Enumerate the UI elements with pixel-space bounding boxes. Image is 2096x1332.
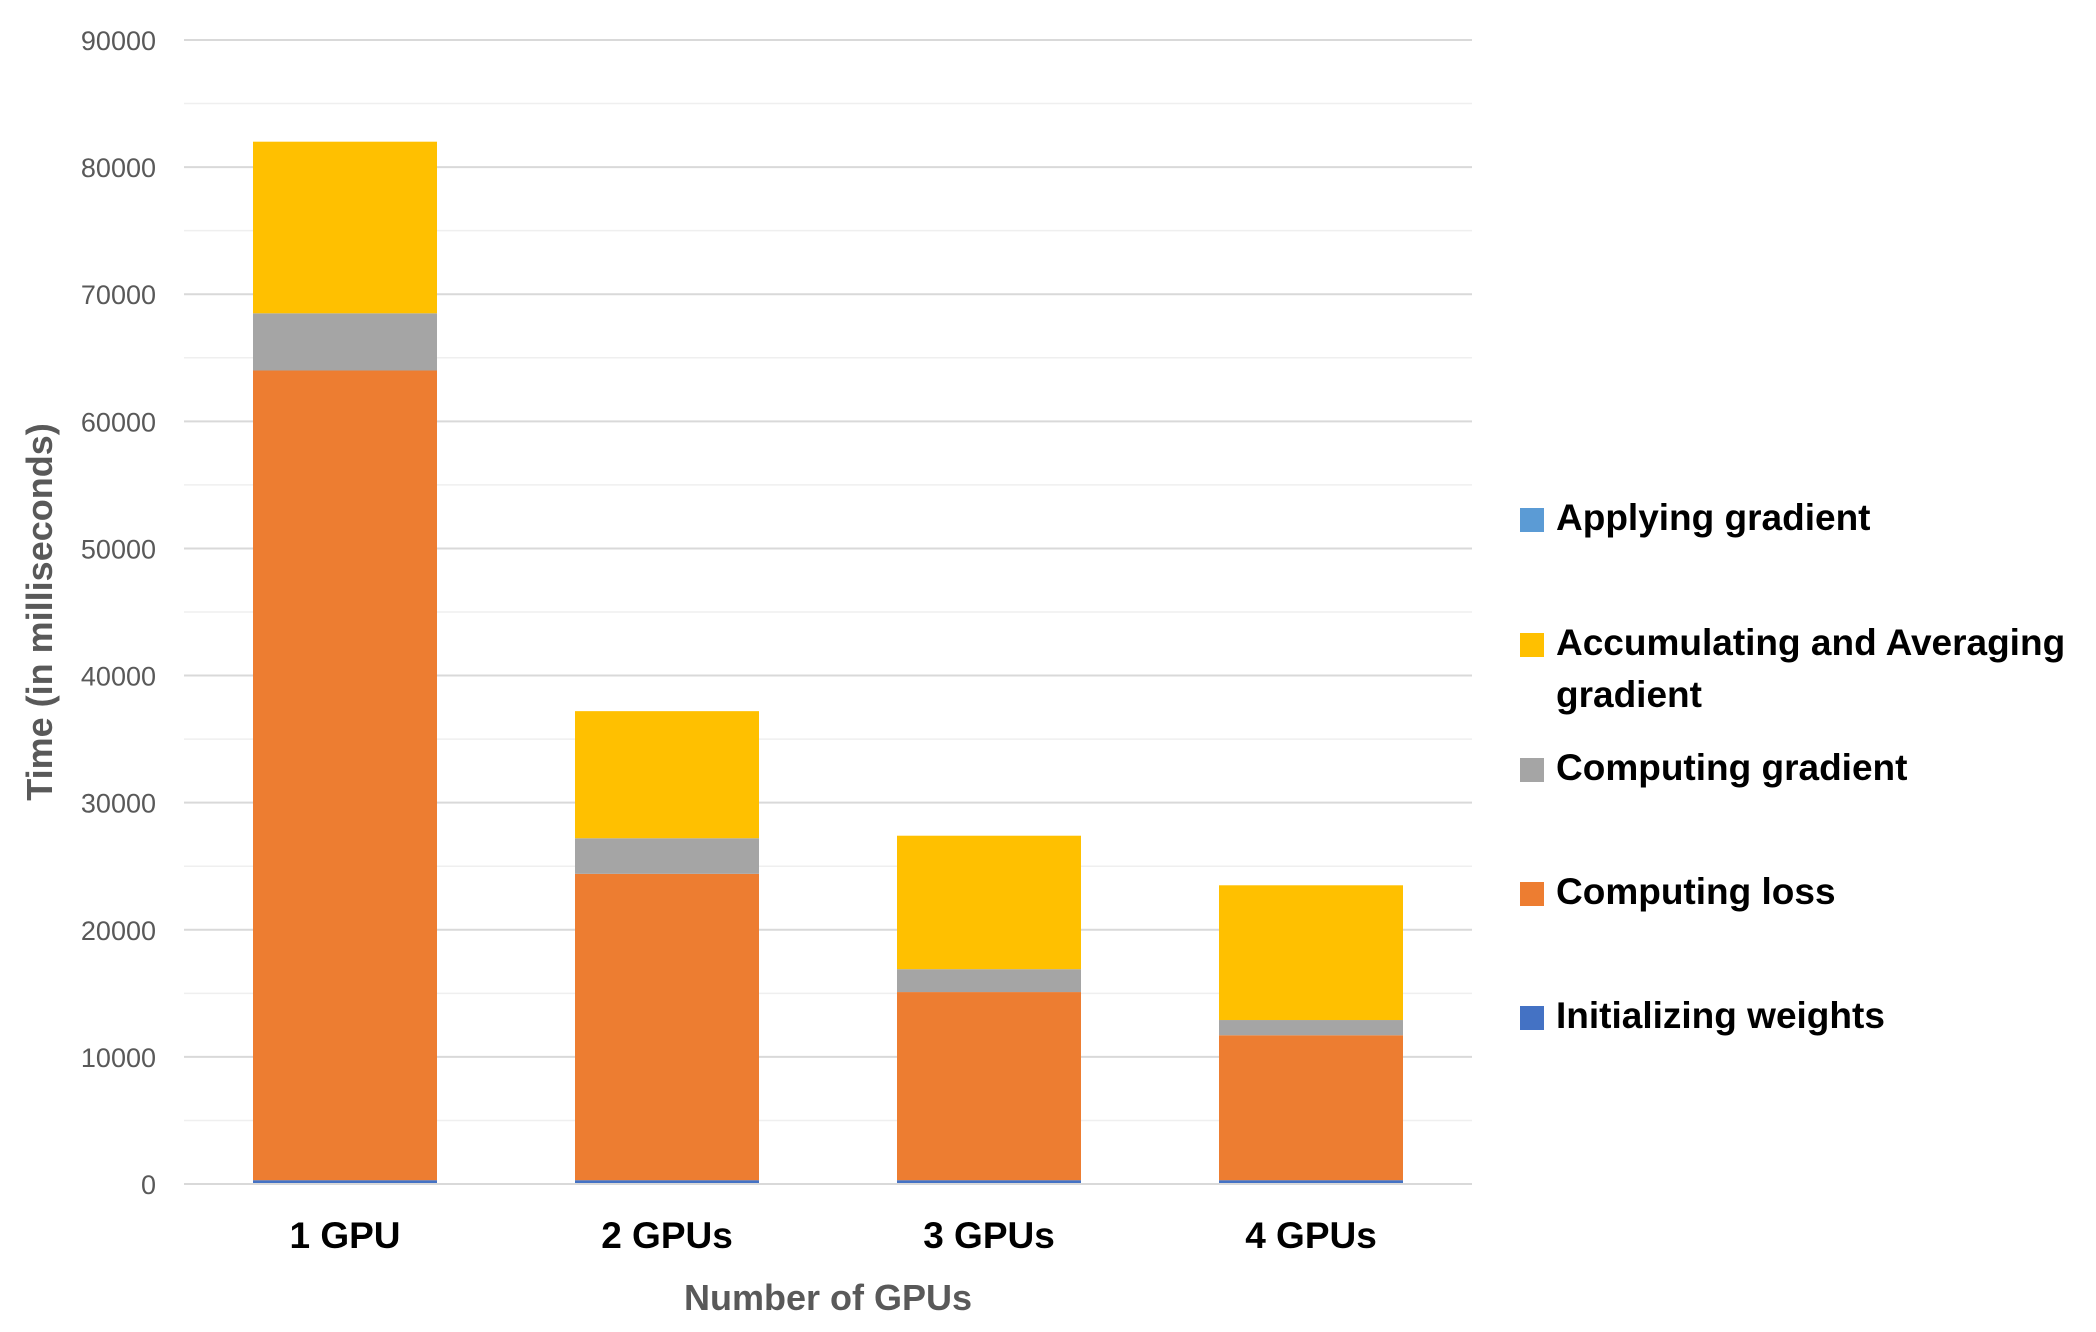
bar-segment — [1219, 885, 1403, 1021]
bar-segment — [253, 1180, 437, 1184]
bar-segment — [897, 835, 1081, 970]
legend-swatch — [1520, 1006, 1544, 1030]
legend: Applying gradient Accumulating and Averag… — [1520, 497, 2065, 1036]
y-tick-label: 60000 — [81, 407, 156, 437]
legend-swatch — [1520, 633, 1544, 657]
bar-segment — [897, 992, 1081, 1181]
legend-label: Computing gradient — [1556, 747, 1907, 788]
x-axis-categories: 1 GPU 2 GPUs 3 GPUs 4 GPUs — [289, 1215, 1376, 1256]
bar-segment — [1219, 1035, 1403, 1181]
y-axis-title: Time (in milliseconds) — [19, 423, 60, 800]
x-category-label: 3 GPUs — [923, 1215, 1055, 1256]
legend-item: Applying gradient — [1520, 497, 1871, 538]
bar-segment — [897, 969, 1081, 993]
x-category-label: 4 GPUs — [1245, 1215, 1377, 1256]
y-tick-label: 20000 — [81, 916, 156, 946]
legend-label: Initializing weights — [1556, 995, 1885, 1036]
bar-segment — [253, 370, 437, 1181]
legend-swatch — [1520, 508, 1544, 532]
bar-segment — [575, 873, 759, 1181]
legend-swatch — [1520, 758, 1544, 782]
y-tick-label: 80000 — [81, 153, 156, 183]
legend-label: Applying gradient — [1556, 497, 1871, 538]
x-category-label: 2 GPUs — [601, 1215, 733, 1256]
bar-segment — [1219, 1020, 1403, 1036]
bar-segment — [575, 838, 759, 874]
bar-segment — [1219, 1180, 1403, 1184]
bar-segment — [575, 1180, 759, 1184]
y-tick-label: 70000 — [81, 280, 156, 310]
bar-segment — [897, 1180, 1081, 1184]
legend-swatch — [1520, 882, 1544, 906]
bar-segment — [253, 313, 437, 371]
y-tick-label: 40000 — [81, 662, 156, 692]
legend-item: Accumulating and Averaging gradient — [1520, 622, 2065, 715]
y-axis-ticks: 0 10000 20000 30000 40000 50000 60000 70000 8000… — [81, 26, 156, 1200]
x-axis-title: Number of GPUs — [684, 1277, 972, 1318]
legend-item: Computing loss — [1520, 871, 1836, 912]
y-tick-label: 10000 — [81, 1043, 156, 1073]
y-tick-label: 90000 — [81, 26, 156, 56]
bar-segment — [575, 711, 759, 839]
legend-item: Initializing weights — [1520, 995, 1885, 1036]
legend-item: Computing gradient — [1520, 747, 1907, 788]
bar-segment — [253, 141, 437, 314]
y-tick-label: 0 — [141, 1170, 156, 1200]
legend-label: Computing loss — [1556, 871, 1836, 912]
y-tick-label: 30000 — [81, 789, 156, 819]
legend-label: Accumulating and Averaging gradient — [1556, 622, 2065, 715]
bars — [253, 141, 1403, 1184]
y-tick-label: 50000 — [81, 534, 156, 564]
x-category-label: 1 GPU — [289, 1215, 400, 1256]
